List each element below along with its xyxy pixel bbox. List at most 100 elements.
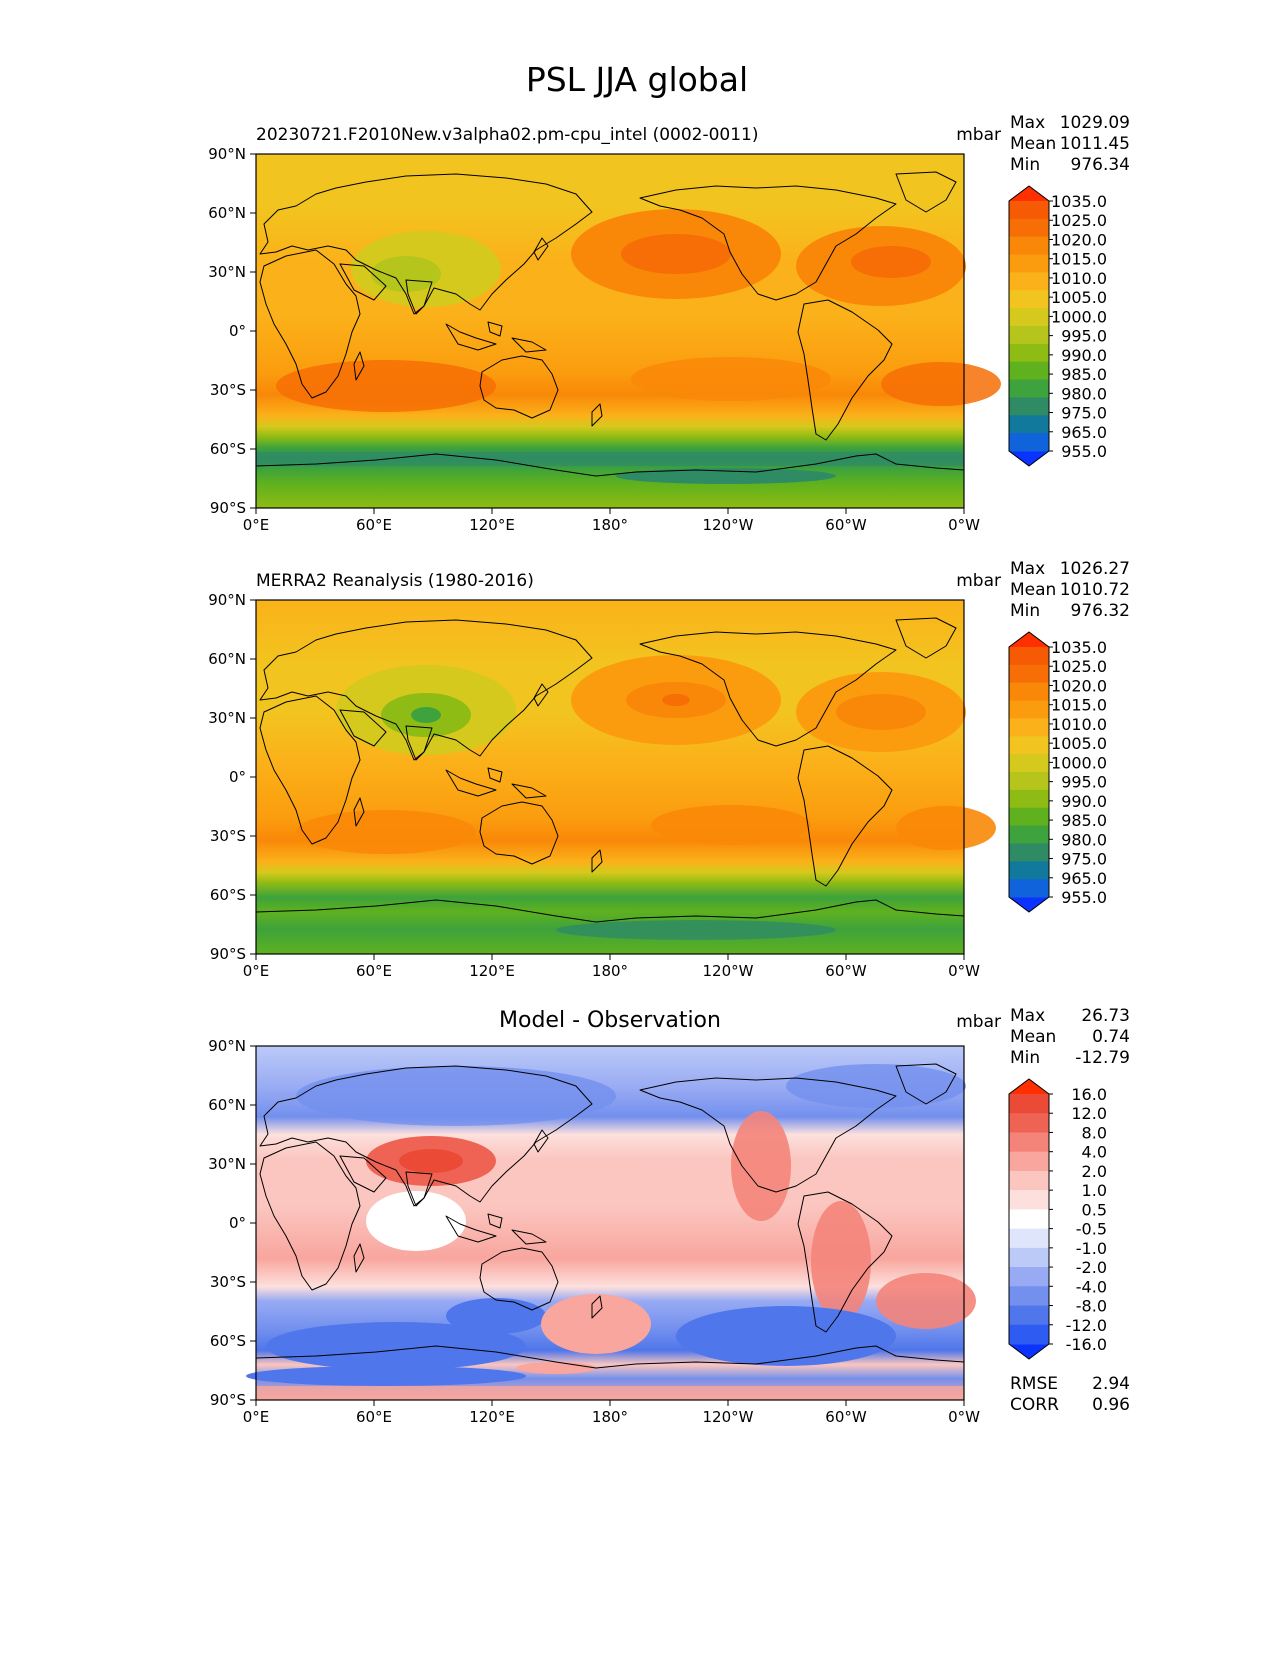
rmse-value: 2.94 [1092, 1374, 1130, 1394]
colorbar-level-label: 8.0 [1082, 1123, 1107, 1142]
colorbar-swatch [1009, 1305, 1049, 1326]
colorbar-level-label: 1000.0 [1051, 753, 1107, 772]
map-test [255, 153, 1001, 509]
panel-test-units: mbar [956, 125, 1001, 145]
lon-tick-label: 120°W [703, 1408, 754, 1426]
colorbar-swatch [1009, 433, 1049, 452]
stat-test-min-label: Min [1010, 155, 1040, 175]
colorbar-level-label: 1010.0 [1051, 715, 1107, 734]
colorbar-swatch [1009, 272, 1049, 291]
colorbar-swatch [1009, 879, 1049, 898]
colorbar-swatch [1009, 682, 1049, 702]
colorbar-extend-min [1009, 897, 1049, 912]
lon-tick-label: 0°E [243, 516, 270, 534]
colorbar-extend-min [1009, 451, 1049, 466]
colorbar-level-label: -2.0 [1076, 1258, 1107, 1277]
colorbar-level-label: 990.0 [1061, 792, 1107, 811]
corr-label: CORR [1010, 1395, 1059, 1415]
colorbar-difference: 16.012.08.04.02.01.00.5-0.5-1.0-2.0-4.0-… [1008, 1078, 1107, 1360]
lat-tick-label: 90°N [208, 145, 246, 163]
colorbar-swatch [1009, 343, 1049, 363]
map-difference [246, 1045, 976, 1401]
colorbar-swatch [1009, 807, 1049, 827]
colorbar-level-label: 1020.0 [1051, 230, 1107, 249]
panel-difference: Model - Observation mbar [208, 1006, 1130, 1426]
colorbar-extend-max [1009, 1079, 1049, 1094]
lon-tick-label: 0°E [243, 962, 270, 980]
lat-tick-label: 90°S [210, 499, 246, 517]
axes-test: 0°E 60°E 120°E 180° 120°W 60°W 0°W 90°N 60°N 30°N… [208, 145, 980, 534]
colorbar-level-label: 1020.0 [1051, 676, 1107, 695]
colorbar-swatch [1009, 1228, 1049, 1249]
corr-value: 0.96 [1092, 1395, 1130, 1415]
panel-reference-units: mbar [956, 571, 1001, 591]
stat-reference-min-value: 976.32 [1071, 601, 1130, 621]
lat-tick-label: 30°S [210, 381, 246, 399]
stat-reference-max-label: Max [1010, 559, 1045, 579]
colorbar-level-label: -8.0 [1076, 1297, 1107, 1316]
colorbar-swatch [1009, 700, 1049, 719]
colorbar-level-label: 12.0 [1071, 1104, 1107, 1123]
colorbar-level-label: 0.5 [1082, 1200, 1107, 1219]
lat-tick-label: 30°N [208, 263, 246, 281]
colorbar-level-label: 985.0 [1061, 811, 1107, 830]
stat-reference-mean-label: Mean [1010, 580, 1056, 600]
lat-tick-label: 60°S [210, 886, 246, 904]
stat-difference-mean-label: Mean [1010, 1027, 1056, 1047]
lon-tick-label: 60°W [825, 962, 867, 980]
colorbar-swatch [1009, 326, 1049, 345]
colorbar-swatch [1009, 754, 1049, 773]
colorbar-swatch [1009, 379, 1049, 398]
stat-reference-min-label: Min [1010, 601, 1040, 621]
lon-tick-label: 120°W [703, 962, 754, 980]
colorbar-swatch [1009, 647, 1049, 666]
lat-tick-label: 60°N [208, 204, 246, 222]
colorbar-swatch [1009, 415, 1049, 434]
colorbar-swatch [1009, 1113, 1049, 1133]
colorbar-swatch [1009, 1324, 1049, 1345]
colorbar-level-label: 990.0 [1061, 346, 1107, 365]
colorbar-swatches [1009, 1079, 1049, 1359]
lon-tick-label: 120°E [469, 962, 515, 980]
colorbar-level-label: 16.0 [1071, 1085, 1107, 1104]
colorbar-level-label: 955.0 [1061, 442, 1107, 461]
stat-test-max-value: 1029.09 [1060, 113, 1130, 133]
colorbar-level-label: 965.0 [1061, 423, 1107, 442]
lon-tick-label: 60°W [825, 1408, 867, 1426]
colorbar-level-label: -16.0 [1066, 1335, 1107, 1354]
stat-test-mean-value: 1011.45 [1060, 134, 1130, 154]
stat-difference-max-label: Max [1010, 1006, 1045, 1026]
colorbar-swatch [1009, 290, 1049, 309]
colorbar-level-label: 1015.0 [1051, 696, 1107, 715]
rmse-label: RMSE [1010, 1374, 1058, 1394]
colorbar-extend-min [1009, 1344, 1049, 1359]
colorbar-swatch [1009, 1286, 1049, 1307]
map-reference [255, 599, 996, 955]
colorbar-swatch [1009, 718, 1049, 737]
lon-tick-label: 0°W [948, 962, 980, 980]
colorbar-level-label: 995.0 [1061, 773, 1107, 792]
stat-reference-mean-value: 1010.72 [1060, 580, 1130, 600]
lat-tick-label: 60°S [210, 440, 246, 458]
lon-tick-label: 0°W [948, 1408, 980, 1426]
lon-tick-label: 0°E [243, 1408, 270, 1426]
colorbar-swatch [1009, 772, 1049, 791]
panel-test-title: 20230721.F2010New.v3alpha02.pm-cpu_intel… [256, 125, 759, 145]
colorbar-level-label: 985.0 [1061, 365, 1107, 384]
lat-tick-label: 60°N [208, 1096, 246, 1114]
axes-reference: 0°E 60°E 120°E 180° 120°W 60°W 0°W 90°N 60°N 30°N… [208, 591, 980, 980]
lat-tick-label: 30°N [208, 709, 246, 727]
colorbar-swatches [1009, 632, 1049, 912]
colorbar-swatch [1009, 1267, 1049, 1287]
stat-test-min-value: 976.34 [1071, 155, 1130, 175]
lon-tick-label: 120°W [703, 516, 754, 534]
panel-difference-title: Model - Observation [499, 1008, 721, 1033]
colorbar-swatch [1009, 1190, 1049, 1210]
lon-tick-label: 60°E [356, 516, 392, 534]
colorbar-level-label: 1035.0 [1051, 638, 1107, 657]
lon-tick-label: 180° [592, 962, 628, 980]
colorbar-level-label: 1005.0 [1051, 734, 1107, 753]
stat-difference-min-label: Min [1010, 1048, 1040, 1068]
lat-tick-label: 0° [229, 1214, 246, 1232]
